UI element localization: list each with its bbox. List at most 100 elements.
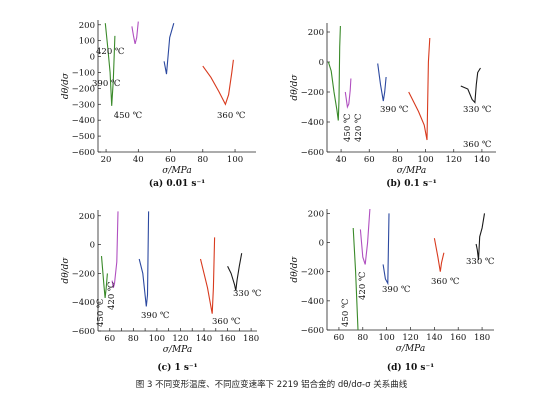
chart-0: −600 −500 −400 −300 −200 −100 0 100 200 20 40 60 80 1… bbox=[61, 20, 256, 189]
series-label: 390 ℃ bbox=[141, 311, 169, 321]
series-label: 360 ℃ bbox=[431, 277, 459, 287]
y-tick-label: −200 bbox=[72, 269, 95, 279]
chart-1: −600 −400 −200 0 200 40 60 80 100 120 140 σ/MPa dθ/d… bbox=[290, 23, 496, 189]
subplot-caption: (a) 0.01 s⁻¹ bbox=[149, 178, 205, 189]
series-line bbox=[475, 213, 486, 261]
series-line bbox=[352, 227, 359, 331]
series-label: 390 ℃ bbox=[380, 105, 408, 115]
series-line bbox=[359, 208, 371, 265]
series-label: 390 ℃ bbox=[92, 79, 120, 89]
figure-caption: 图 3 不同变形温度、不同应变速率下 2219 铝合金的 dθ/dσ-σ 关系曲… bbox=[135, 380, 408, 390]
x-tick-label: 60 bbox=[165, 155, 176, 165]
series-label: 330 ℃ bbox=[466, 257, 494, 267]
y-tick-label: −500 bbox=[72, 132, 95, 142]
y-axis-label: dθ/dσ bbox=[61, 257, 71, 284]
series-line bbox=[163, 23, 175, 75]
series-label: 450 ℃ bbox=[343, 114, 353, 142]
series-label: 330 ℃ bbox=[233, 289, 261, 299]
x-tick-label: 40 bbox=[336, 155, 347, 165]
y-tick-label: −400 bbox=[72, 298, 95, 308]
series-label: 330 ℃ bbox=[463, 105, 491, 115]
series-label: 420 ℃ bbox=[354, 114, 364, 142]
y-tick-label: −200 bbox=[72, 84, 95, 94]
x-tick-label: 100 bbox=[227, 155, 243, 165]
y-tick-label: 200 bbox=[79, 212, 95, 222]
x-tick-label: 80 bbox=[357, 333, 368, 343]
y-tick-label: −600 bbox=[301, 326, 324, 336]
y-tick-label: −400 bbox=[72, 116, 95, 126]
y-tick-label: −200 bbox=[301, 268, 324, 278]
series-label: 420 ℃ bbox=[96, 47, 124, 57]
subplot-caption: (c) 1 s⁻¹ bbox=[157, 362, 197, 373]
chart-3: −600 −400 −200 0 200 60 80 100 120 140 160 180 σ/MPa… bbox=[290, 208, 494, 373]
x-axis-label: σ/MPa bbox=[396, 344, 425, 354]
y-tick-label: 100 bbox=[79, 37, 95, 47]
series-line bbox=[100, 256, 108, 298]
y-axis-label: dθ/dσ bbox=[61, 72, 71, 99]
x-tick-label: 60 bbox=[104, 334, 115, 344]
x-tick-label: 140 bbox=[474, 155, 490, 165]
series-label: 360 ℃ bbox=[217, 111, 245, 121]
series-label: 420 ℃ bbox=[358, 272, 368, 300]
series-label: 450 ℃ bbox=[114, 111, 142, 121]
series-line bbox=[382, 213, 390, 286]
y-axis-label: dθ/dσ bbox=[290, 256, 300, 283]
series-line bbox=[131, 21, 139, 45]
y-tick-label: −600 bbox=[72, 148, 95, 158]
series-line bbox=[408, 37, 431, 141]
y-tick-label: −400 bbox=[301, 118, 324, 128]
y-tick-label: −600 bbox=[301, 148, 324, 158]
series-line bbox=[433, 238, 445, 272]
series-line bbox=[227, 253, 243, 291]
x-tick-label: 20 bbox=[101, 155, 112, 165]
x-tick-label: 80 bbox=[128, 334, 139, 344]
x-tick-label: 120 bbox=[446, 155, 462, 165]
y-tick-label: 0 bbox=[319, 239, 324, 249]
y-tick-label: −400 bbox=[301, 297, 324, 307]
series-line bbox=[460, 67, 481, 104]
y-tick-label: 200 bbox=[79, 21, 95, 31]
x-tick-label: 100 bbox=[379, 333, 395, 343]
x-tick-label: 160 bbox=[219, 334, 235, 344]
series-line bbox=[377, 63, 387, 102]
x-tick-label: 80 bbox=[197, 155, 208, 165]
series-label: 360 ℃ bbox=[463, 140, 491, 150]
y-tick-label: 200 bbox=[308, 28, 324, 38]
series-label: 450 ℃ bbox=[96, 299, 106, 327]
chart-2: −600 −400 −200 0 200 60 80 100 120 140 160 180 σ/MPa… bbox=[61, 210, 261, 373]
series-label: 420 ℃ bbox=[107, 282, 117, 310]
x-tick-label: 140 bbox=[196, 334, 212, 344]
x-axis-label: σ/MPa bbox=[397, 166, 426, 176]
x-tick-label: 180 bbox=[474, 333, 490, 343]
series-label: 450 ℃ bbox=[341, 299, 351, 327]
y-tick-label: −600 bbox=[72, 327, 95, 337]
x-tick-label: 80 bbox=[392, 155, 403, 165]
x-tick-label: 40 bbox=[133, 155, 144, 165]
x-tick-label: 120 bbox=[402, 333, 418, 343]
x-tick-label: 100 bbox=[149, 334, 165, 344]
x-tick-label: 180 bbox=[243, 334, 259, 344]
x-tick-label: 60 bbox=[364, 155, 375, 165]
subplot-caption: (b) 0.1 s⁻¹ bbox=[386, 178, 437, 189]
series-line bbox=[199, 237, 216, 314]
y-axis-label: dθ/dσ bbox=[290, 74, 300, 101]
series-line bbox=[202, 59, 234, 106]
series-line bbox=[344, 78, 352, 109]
series-line bbox=[104, 23, 116, 106]
y-tick-label: −300 bbox=[72, 100, 95, 110]
y-tick-label: −100 bbox=[72, 68, 95, 78]
y-tick-label: −200 bbox=[301, 88, 324, 98]
x-axis-label: σ/MPa bbox=[162, 166, 191, 176]
series-line bbox=[111, 211, 119, 288]
x-tick-label: 100 bbox=[417, 155, 433, 165]
y-tick-label: 0 bbox=[319, 58, 324, 68]
x-axis-label: σ/MPa bbox=[163, 345, 192, 355]
y-tick-label: 0 bbox=[90, 241, 95, 251]
x-tick-label: 140 bbox=[426, 333, 442, 343]
series-line bbox=[327, 25, 341, 121]
y-tick-label: 200 bbox=[308, 209, 324, 219]
y-tick-label: 0 bbox=[90, 53, 95, 63]
x-tick-label: 160 bbox=[450, 333, 466, 343]
x-tick-label: 120 bbox=[172, 334, 188, 344]
